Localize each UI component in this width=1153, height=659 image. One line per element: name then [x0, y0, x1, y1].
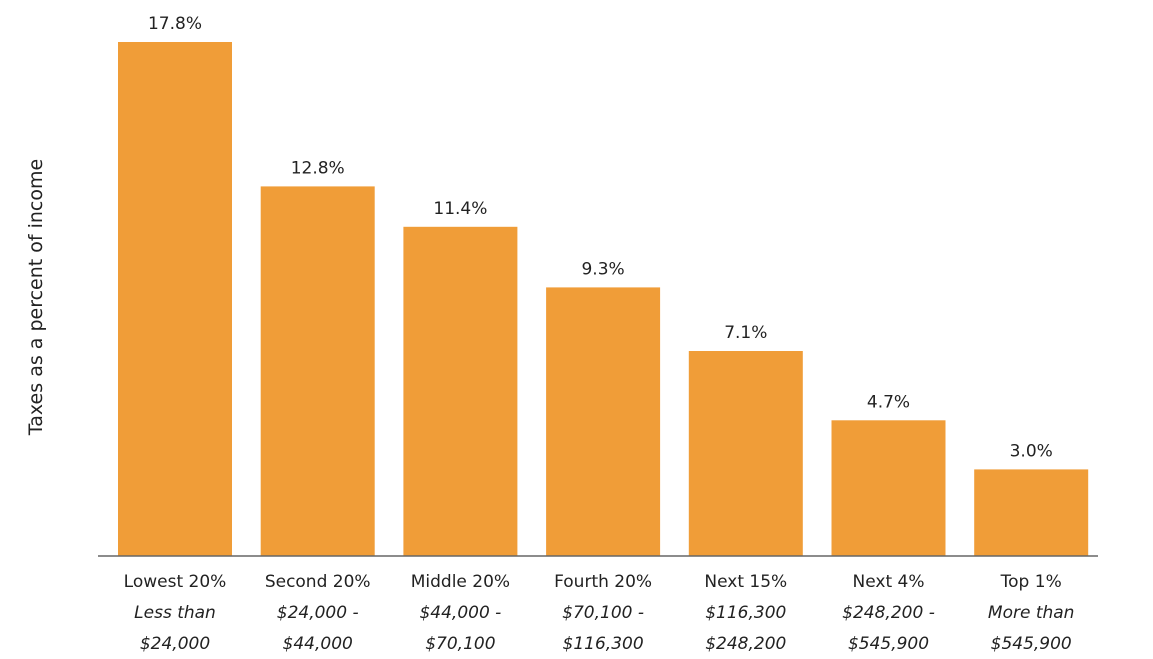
category-range-label: $545,900: [848, 634, 929, 654]
bar-value-label: 17.8%: [148, 14, 202, 34]
category-label: Next 15%: [704, 572, 787, 592]
category-range-label: $24,000 -: [277, 603, 359, 623]
category-labels-group: Lowest 20% Less than $24,000 Second 20% $24,…: [124, 572, 1075, 654]
category-label: Top 1%: [1000, 572, 1062, 592]
bar: [831, 420, 946, 556]
category-range-label: $248,200: [705, 634, 786, 654]
category-label: Middle 20%: [411, 572, 510, 592]
bar: [974, 469, 1089, 556]
bar: [688, 351, 803, 556]
category-range-label: $545,900: [991, 634, 1072, 654]
category-range-label: More than: [988, 603, 1075, 623]
bar-value-label: 3.0%: [1010, 441, 1053, 461]
category-label: Second 20%: [265, 572, 371, 592]
bars-group: 17.8% 12.8% 11.4% 9.3% 7.1% 4.7% 3.0%: [118, 14, 1089, 557]
category-range-label: $248,200 -: [842, 603, 935, 623]
bar: [546, 287, 661, 556]
y-axis-label: Taxes as a percent of income: [25, 159, 47, 436]
bar-value-label: 9.3%: [581, 259, 624, 279]
category-label: Next 4%: [853, 572, 925, 592]
category-label: Fourth 20%: [554, 572, 652, 592]
category-range-label: $70,100: [425, 634, 495, 654]
category-range-label: $24,000: [140, 634, 210, 654]
category-label: Lowest 20%: [124, 572, 227, 592]
bar-value-label: 7.1%: [724, 323, 767, 343]
category-range-label: Less than: [134, 603, 216, 623]
bar-value-label: 4.7%: [867, 392, 910, 412]
category-range-label: $116,300: [705, 603, 786, 623]
category-range-label: $116,300: [563, 634, 644, 654]
category-range-label: $44,000 -: [419, 603, 501, 623]
bar: [403, 226, 518, 557]
category-range-label: $44,000: [283, 634, 353, 654]
bar: [118, 42, 232, 556]
bar-value-label: 11.4%: [433, 199, 487, 219]
bar: [260, 186, 375, 556]
bar-value-label: 12.8%: [291, 158, 345, 178]
category-range-label: $70,100 -: [562, 603, 644, 623]
